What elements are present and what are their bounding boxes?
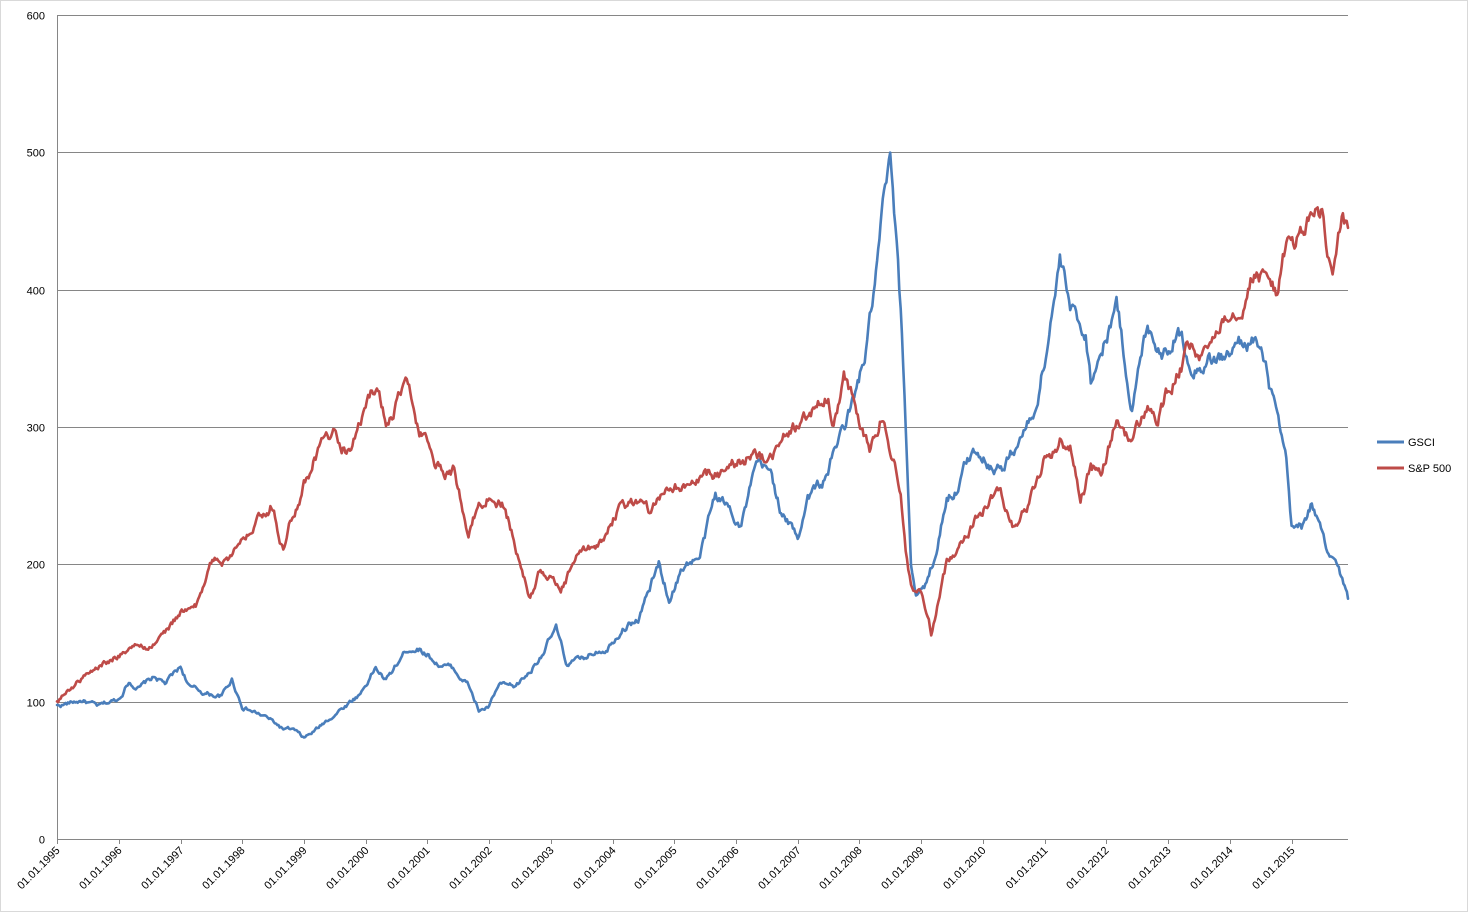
y-tick-label: 500 [27,148,45,160]
legend-label: S&P 500 [1408,463,1451,475]
series-line-sp500 [55,206,1350,704]
y-tick-label: 200 [27,560,45,572]
series-lines [55,151,1350,739]
legend-label: GSCI [1408,437,1435,449]
y-tick-label: 600 [27,11,45,23]
y-tick-label: 300 [27,423,45,435]
y-tick-label: 400 [27,286,45,298]
y-tick-label: 100 [27,698,45,710]
series-line-gsci [55,151,1350,739]
gridlines [57,15,1348,703]
legend: GSCI S&P 500 [1377,437,1451,475]
y-tick-label: 0 [39,835,45,847]
